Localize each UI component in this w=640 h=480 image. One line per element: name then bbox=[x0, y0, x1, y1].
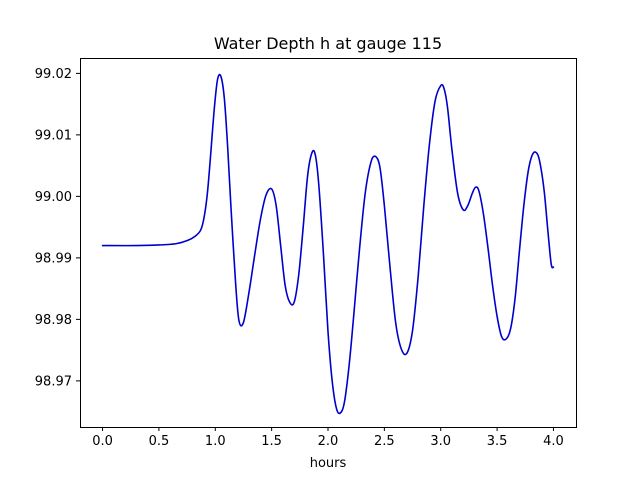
plot-area bbox=[80, 58, 577, 428]
plot-frame bbox=[80, 58, 577, 428]
y-tick-label: 99.02 bbox=[35, 67, 72, 82]
x-tick-label: 0.0 bbox=[92, 434, 113, 449]
series-line bbox=[101, 73, 555, 415]
x-axis: 0.0 0.5 1.0 1.5 2.0 2.5 3.0 3.5 4.0 bbox=[92, 427, 564, 449]
y-axis: 98.97 98.98 98.99 99.00 99.01 99.02 bbox=[35, 67, 80, 389]
y-tick-label: 98.99 bbox=[35, 251, 72, 266]
x-tick-label: 4.0 bbox=[543, 434, 564, 449]
y-tick-label: 98.98 bbox=[35, 313, 72, 328]
x-tick-label: 0.5 bbox=[149, 434, 170, 449]
y-tick-label: 99.01 bbox=[35, 128, 72, 143]
y-tick-label: 98.97 bbox=[35, 374, 72, 389]
x-tick-label: 2.0 bbox=[318, 434, 339, 449]
series-layer bbox=[101, 73, 555, 415]
x-tick-label: 3.5 bbox=[487, 434, 508, 449]
chart-title: Water Depth h at gauge 115 bbox=[214, 34, 442, 53]
x-tick-label: 2.5 bbox=[374, 434, 395, 449]
x-tick-label: 1.0 bbox=[205, 434, 226, 449]
x-tick-label: 1.5 bbox=[261, 434, 282, 449]
y-tick-label: 99.00 bbox=[35, 190, 72, 205]
x-tick-label: 3.0 bbox=[430, 434, 451, 449]
x-axis-label: hours bbox=[310, 456, 347, 471]
